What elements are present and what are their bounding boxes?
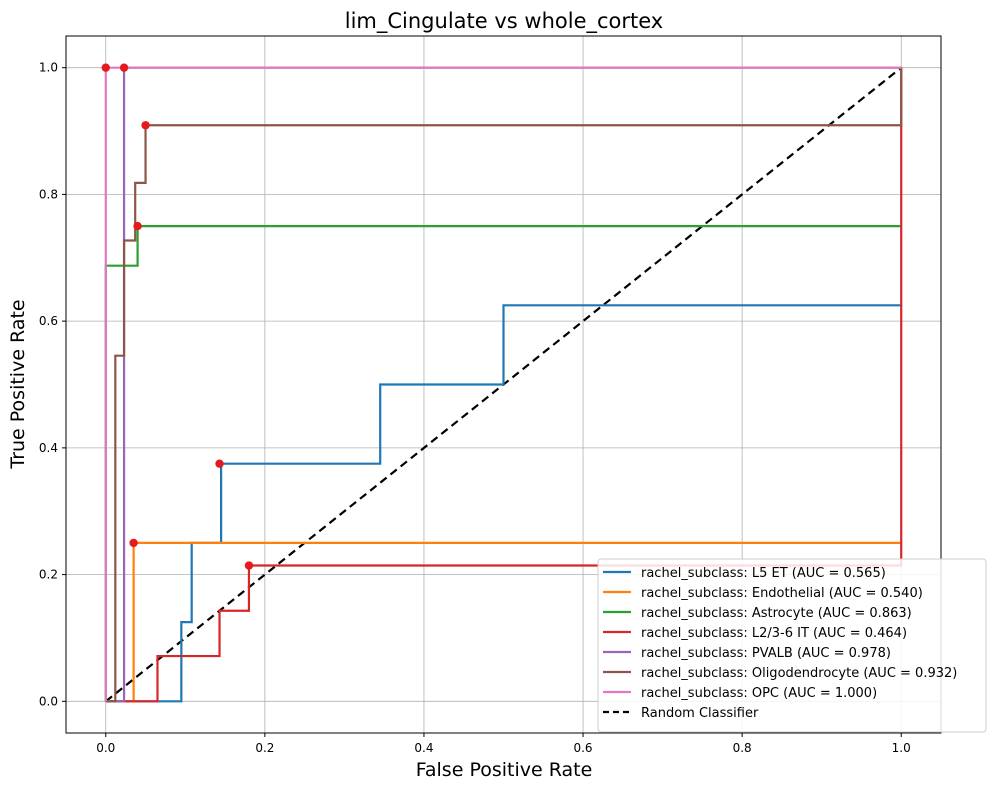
optimal-threshold-marker-6	[101, 63, 110, 72]
y-tick-label: 0.2	[39, 568, 58, 582]
x-axis-title: False Positive Rate	[416, 759, 593, 781]
y-tick-label: 0.8	[39, 187, 58, 201]
legend: rachel_subclass: L5 ET (AUC = 0.565) rach…	[597, 558, 987, 733]
x-tick-label: 0.4	[414, 741, 433, 755]
optimal-threshold-marker-3	[244, 561, 254, 570]
plot-frame	[65, 35, 942, 734]
x-tick-label: 0.8	[733, 741, 752, 755]
y-axis-ticks: 0.0 0.2 0.4 0.6 0.8 1.0	[39, 61, 66, 708]
y-tick-label: 0.0	[39, 694, 58, 708]
roc-curve-5	[105, 67, 903, 703]
legend-label: rachel_subclass: Endothelial (AUC = 0.54…	[641, 586, 923, 601]
y-tick-label: 0.6	[39, 314, 58, 328]
chart-title: lim_Cingulate vs whole_cortex	[345, 9, 663, 34]
y-tick-label: 0.4	[39, 441, 58, 455]
legend-box	[597, 558, 987, 733]
legend-label: rachel_subclass: PVALB (AUC = 0.978)	[641, 646, 891, 661]
optimal-threshold-marker-5	[141, 121, 150, 130]
x-axis-ticks: 0.0 0.2 0.4 0.6 0.8 1.0	[96, 733, 911, 755]
optimal-threshold-marker-4	[119, 63, 129, 72]
x-tick-label: 0.2	[255, 741, 274, 755]
x-tick-label: 0.0	[96, 741, 115, 755]
series-layer	[104, 66, 903, 703]
legend-label: rachel_subclass: L5 ET (AUC = 0.565)	[641, 566, 886, 581]
optimal-threshold-marker-2	[133, 221, 142, 231]
x-tick-label: 0.6	[573, 741, 592, 755]
legend-label: rachel_subclass: Astrocyte (AUC = 0.863)	[641, 606, 912, 621]
y-tick-label: 1.0	[39, 61, 58, 75]
legend-label: rachel_subclass: OPC (AUC = 1.000)	[641, 686, 877, 701]
optimal-threshold-marker-1	[129, 538, 138, 548]
roc-curve-0	[105, 304, 902, 703]
y-axis-title: True Positive Rate	[7, 299, 29, 469]
legend-label: rachel_subclass: Oligodendrocyte (AUC = …	[641, 666, 957, 681]
optimal-threshold-marker-0	[215, 459, 224, 468]
legend-label: rachel_subclass: L2/3-6 IT (AUC = 0.464)	[641, 626, 907, 641]
marker-layer	[101, 63, 254, 570]
x-tick-label: 1.0	[892, 741, 911, 755]
legend-label: Random Classifier	[641, 706, 759, 721]
